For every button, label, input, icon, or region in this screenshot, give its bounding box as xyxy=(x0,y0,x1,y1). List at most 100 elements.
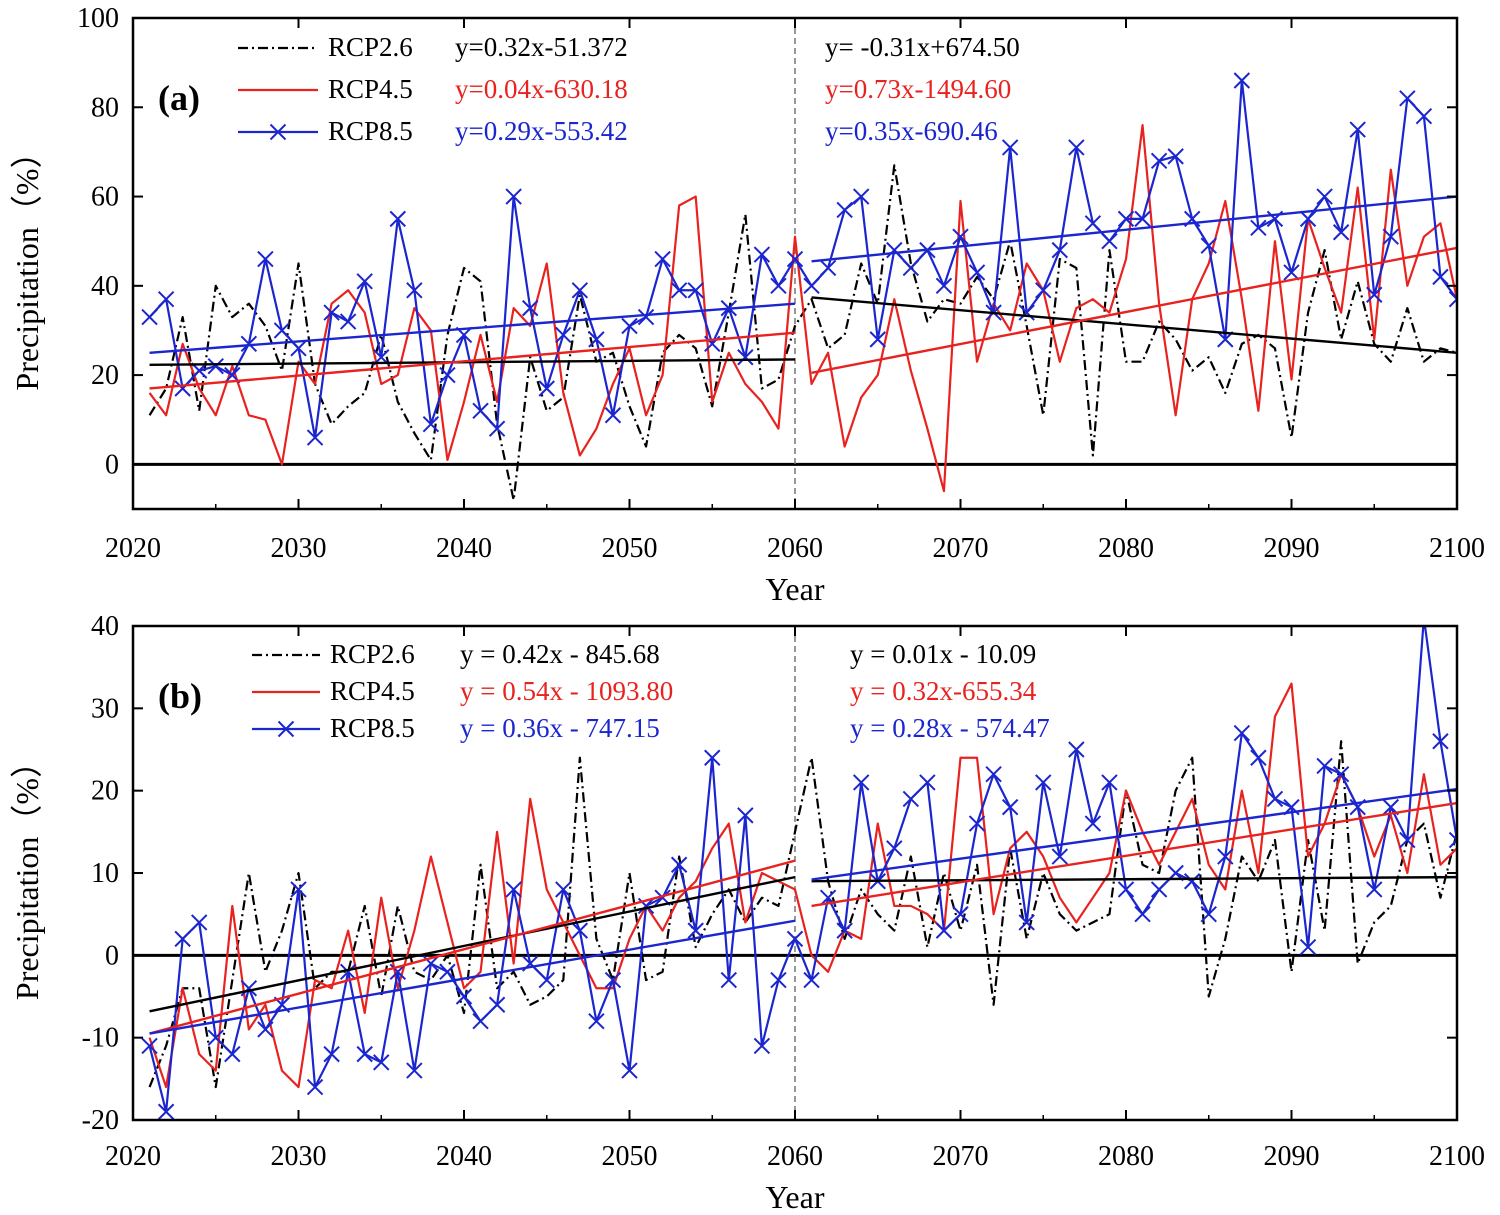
data-point xyxy=(174,380,191,397)
data-point xyxy=(1068,741,1085,758)
y-tick-label: 100 xyxy=(77,3,119,34)
data-point xyxy=(803,277,820,295)
trend-equation-left: y=0.32x-51.372 xyxy=(455,32,628,62)
data-point xyxy=(505,881,522,898)
data-point xyxy=(852,774,870,791)
data-point xyxy=(290,881,307,898)
data-point xyxy=(1266,790,1284,808)
data-point xyxy=(356,273,373,290)
data-point xyxy=(406,1062,423,1079)
trend-line-rcp26-1 xyxy=(149,358,796,367)
data-point xyxy=(224,1045,241,1063)
x-tick-label: 2050 xyxy=(602,533,658,564)
data-point xyxy=(670,282,688,299)
data-point xyxy=(1366,286,1383,303)
trend-equation-right: y=0.35x-690.46 xyxy=(825,116,998,146)
data-point xyxy=(1233,724,1251,742)
data-point xyxy=(306,429,324,446)
series-line-rcp45 xyxy=(148,124,1457,493)
data-point xyxy=(770,277,787,295)
data-point xyxy=(488,996,506,1013)
data-point xyxy=(1316,188,1333,205)
plot-area xyxy=(141,626,1457,1120)
markers-rcp85 xyxy=(141,724,1457,1120)
trend-line-rcp45-2 xyxy=(811,801,1457,908)
data-point xyxy=(1200,237,1217,254)
data-point xyxy=(687,922,704,939)
x-tick-label: 2090 xyxy=(1264,533,1320,564)
data-point xyxy=(1250,219,1267,236)
data-point xyxy=(1382,228,1400,245)
data-point xyxy=(852,188,870,205)
x-tick-label: 2030 xyxy=(271,1141,327,1172)
trend-equation-right: y = 0.28x - 574.47 xyxy=(850,713,1050,743)
data-point xyxy=(571,282,589,299)
y-tick-label: 30 xyxy=(91,693,119,724)
data-point xyxy=(902,259,920,277)
data-point xyxy=(1217,848,1234,865)
data-point xyxy=(1068,139,1085,156)
x-tick-label: 2100 xyxy=(1429,533,1485,564)
plot-area xyxy=(141,72,1457,502)
legend-label: RCP2.6 xyxy=(330,639,415,669)
data-point xyxy=(968,815,986,832)
data-point xyxy=(240,980,258,997)
x-tick-label: 2070 xyxy=(933,1141,989,1172)
x-tick-label: 2060 xyxy=(767,533,823,564)
data-point xyxy=(1432,268,1449,286)
data-point xyxy=(1051,848,1069,865)
data-point xyxy=(339,313,357,330)
x-tick-label: 2040 xyxy=(436,533,492,564)
trend-equation-left: y = 0.42x - 845.68 xyxy=(460,639,660,669)
data-point xyxy=(1150,152,1168,170)
data-point xyxy=(1134,210,1151,228)
legend-marker-x-icon xyxy=(277,720,295,738)
x-tick-label: 2060 xyxy=(767,1141,823,1172)
x-tick-label: 2080 xyxy=(1098,1141,1154,1172)
data-point xyxy=(803,971,820,989)
data-point xyxy=(1001,798,1019,816)
data-point xyxy=(621,317,638,335)
data-point xyxy=(455,988,473,1005)
data-point xyxy=(1200,905,1217,923)
y-tick-label: 0 xyxy=(105,940,119,971)
data-point xyxy=(406,282,423,299)
series-line-rcp26 xyxy=(148,740,1457,1089)
trend-line-rcp85-1 xyxy=(149,919,796,1035)
data-point xyxy=(786,930,804,948)
data-point xyxy=(952,228,969,245)
trend-line-rcp26-2 xyxy=(811,875,1457,883)
trend-equation-left: y=0.29x-553.42 xyxy=(455,116,628,146)
data-point xyxy=(356,1045,373,1063)
data-point xyxy=(1101,774,1118,791)
y-tick-label: -10 xyxy=(82,1023,119,1054)
data-point xyxy=(190,914,208,931)
data-point xyxy=(952,905,969,923)
data-point xyxy=(1399,831,1416,849)
data-point xyxy=(323,1045,340,1063)
x-axis-title: Year xyxy=(766,571,825,607)
legend: RCP2.6 RCP4.5 RCP8.5 xyxy=(238,32,413,146)
legend-label: RCP8.5 xyxy=(330,713,415,743)
data-point xyxy=(637,308,655,326)
y-tick-label: 40 xyxy=(91,611,119,642)
legend-label: RCP8.5 xyxy=(328,116,413,146)
data-point xyxy=(389,210,407,228)
data-point xyxy=(869,331,886,348)
x-tick-label: 2020 xyxy=(105,1141,161,1172)
chart-panel-b: 2020 2030 2040 2050 2060 2070 2080 2090 2100-20-… xyxy=(9,611,1485,1215)
data-point xyxy=(488,420,506,437)
trend-line-rcp45-1 xyxy=(149,859,796,1035)
data-point xyxy=(935,277,953,295)
data-point xyxy=(141,1037,158,1055)
data-point xyxy=(1432,733,1449,750)
data-point xyxy=(1001,139,1019,156)
data-point xyxy=(1051,241,1069,259)
data-point xyxy=(919,774,936,791)
data-point xyxy=(207,357,224,375)
legend-marker-x-icon xyxy=(269,123,287,141)
trend-equation-left: y = 0.36x - 747.15 xyxy=(460,713,660,743)
data-point xyxy=(439,963,456,981)
data-point xyxy=(588,331,605,348)
data-point xyxy=(1448,291,1457,308)
